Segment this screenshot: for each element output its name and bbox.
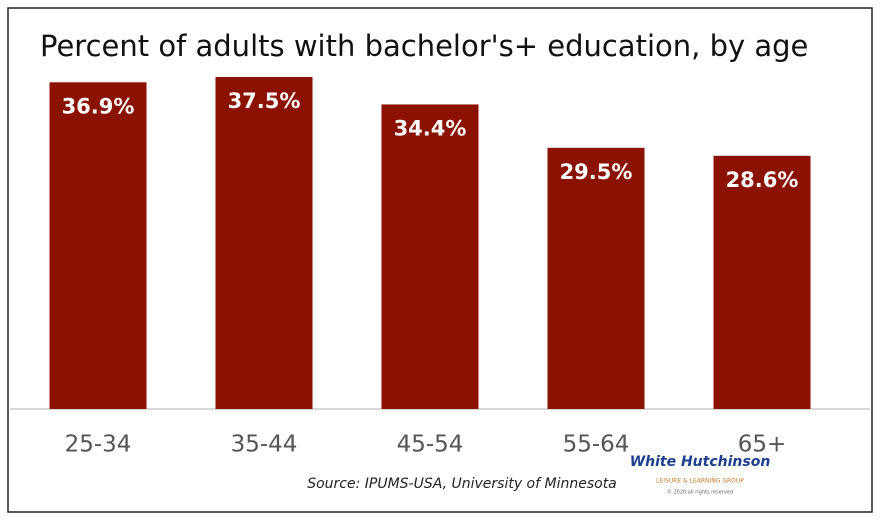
value-label: 28.6%	[726, 168, 799, 192]
logo-tagline: LEISURE & LEARNING GROUP	[656, 478, 744, 485]
chart-title: Percent of adults with bachelor's+ educa…	[40, 29, 808, 63]
logo-name: White Hutchinson	[630, 454, 771, 470]
value-label: 29.5%	[560, 160, 633, 184]
x-tick-label: 65+	[738, 432, 787, 458]
bar	[381, 104, 479, 409]
x-tick-label: 25-34	[65, 432, 132, 458]
bar	[547, 147, 645, 409]
bar	[49, 82, 147, 409]
source: Source: IPUMS-USA, University of Minneso…	[307, 476, 617, 492]
bar	[713, 155, 811, 409]
x-tick-label: 35-44	[231, 432, 298, 458]
value-label: 37.5%	[228, 89, 301, 113]
value-label: 36.9%	[62, 94, 135, 118]
logo-note: © 2020 all rights reserved	[667, 489, 733, 496]
bar	[215, 77, 313, 409]
x-tick-label: 55-64	[563, 432, 630, 458]
x-tick-label: 45-54	[397, 432, 464, 458]
value-label: 34.4%	[394, 116, 467, 140]
